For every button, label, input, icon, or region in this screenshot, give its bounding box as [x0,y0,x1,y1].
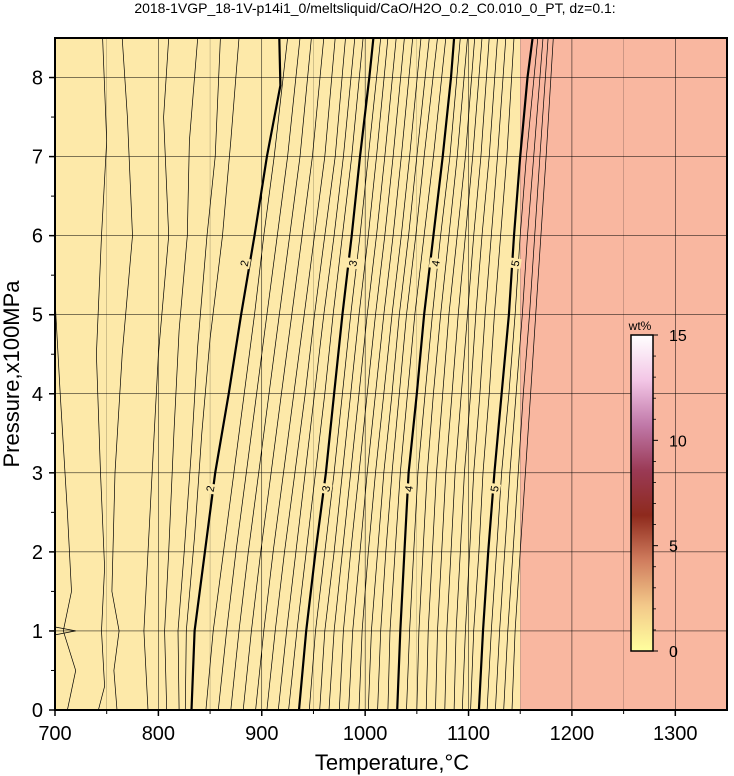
y-tick-label: 1 [32,621,43,643]
y-axis-label: Pressure,x100MPa [0,280,24,468]
contour-label-group: 4 [428,257,443,270]
y-tick-label: 8 [32,68,43,90]
colorbar-tick-label: 10 [669,433,687,450]
contour-label-bg [401,482,416,495]
contour-label-group: 3 [345,257,360,270]
contour-label-group: 2 [203,482,218,495]
region-melt [55,38,521,710]
contour-label-bg [487,482,502,495]
major-contour-3 [297,38,375,710]
y-tick-label: 0 [32,700,43,722]
colorbar-tick-label: 5 [669,539,678,556]
contour-label-bg [508,257,522,270]
region-fills [55,38,727,710]
major-contour-4 [396,38,456,710]
colorbar-tick-label: 0 [669,644,678,661]
contour-label: 4 [430,259,443,267]
major-contour-2 [190,38,282,710]
x-tick-label: 900 [245,723,278,745]
contour-label-bg [203,482,217,495]
colorbar-unit: wt% [628,319,652,333]
contour-label-bg [345,257,360,270]
x-tick-label: 1200 [550,723,595,745]
contour-label-group: 5 [508,257,523,270]
y-tick-label: 6 [32,226,43,248]
chart-title: 2018-1VGP_18-1V-p14i1_0/meltsliquid/CaO/… [134,0,615,16]
contour-label-bg [237,257,251,270]
plot-frame [54,37,728,711]
contour-label: 4 [403,485,416,493]
contour-label-group: 2 [237,257,252,270]
y-tick-label: 7 [32,147,43,169]
minor-contour [177,38,221,710]
y-tick-label: 5 [32,305,43,327]
colorbar-scale [630,334,654,652]
contour-label-bg [428,257,443,270]
y-axis-ticks: 0 1 2 3 4 5 6 7 8 [32,68,55,722]
x-tick-label: 700 [38,723,71,745]
x-tick-label: 800 [142,723,175,745]
contour-label: 3 [347,259,360,267]
contour-label: 5 [510,259,523,267]
colorbar-tick-label: 15 [669,328,687,345]
contour-label: 5 [489,485,502,493]
x-axis-ticks: 700 800 900 1000 1100 1200 1300 [38,710,698,745]
x-tick-label: 1000 [343,723,388,745]
y-tick-label: 2 [32,542,43,564]
major-contour-5 [477,38,534,710]
x-tick-label: 1100 [447,723,490,745]
contour-label: 2 [239,259,252,267]
major-contours [190,38,534,710]
contour-label: 3 [320,485,333,493]
x-axis-label: Temperature,°C [315,750,469,775]
contour-labels: 2 2 3 3 4 4 5 5 [203,257,523,495]
contour-label-group: 4 [401,482,416,495]
y-tick-label: 3 [32,463,43,485]
x-tick-label: 1300 [653,723,698,745]
contour-label: 2 [205,485,218,493]
contour-label-bg [319,482,333,495]
colorbar: wt% 0 5 10 15 [628,319,687,661]
y-tick-label: 4 [32,384,43,406]
contour-label-group: 3 [319,482,333,495]
contour-label-group: 5 [487,482,502,495]
